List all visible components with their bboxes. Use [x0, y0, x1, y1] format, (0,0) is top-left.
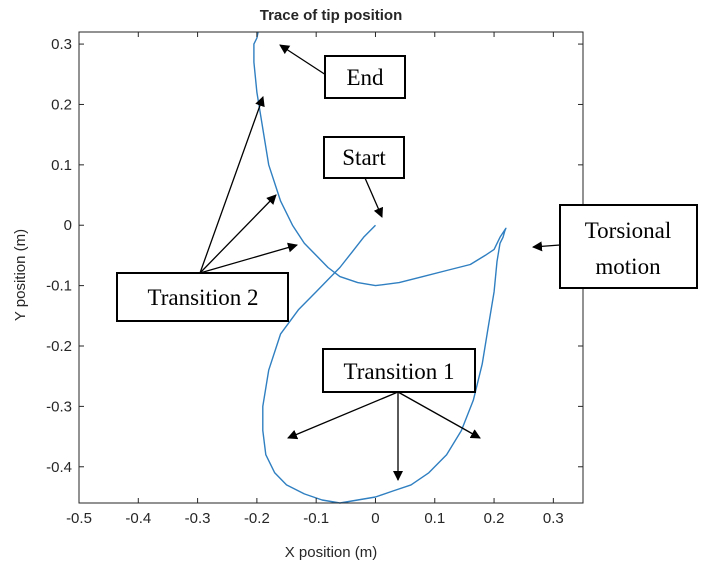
- transition2-arrow-low: [199, 242, 298, 274]
- annotation-torsional-line2: motion: [595, 254, 661, 279]
- annotation-transition1: Transition 1: [322, 348, 476, 393]
- annotation-end-text: End: [346, 65, 384, 90]
- y-tick-label: -0.4: [46, 459, 72, 476]
- annotation-torsional-line1: Torsional: [585, 218, 672, 243]
- torsional-arrow: [532, 241, 561, 252]
- annotation-start: Start: [323, 136, 405, 179]
- y-tick-label: -0.3: [46, 398, 72, 415]
- annotation-torsional: Torsional motion: [559, 204, 698, 289]
- x-tick-label: 0.2: [484, 510, 505, 527]
- y-axis-label: Y position (m): [12, 229, 29, 321]
- x-tick-label: -0.2: [244, 510, 270, 527]
- end-arrow: [279, 44, 327, 76]
- y-tick-label: 0.3: [51, 36, 72, 53]
- annotation-transition2: Transition 2: [116, 272, 289, 322]
- transition1-arrow-right: [397, 391, 481, 439]
- transition2-arrow-mid: [199, 194, 277, 274]
- y-tick-label: -0.2: [46, 338, 72, 355]
- transition1-arrow-left: [287, 391, 399, 440]
- x-tick-label: -0.1: [303, 510, 329, 527]
- transition2-arrow-top: [199, 96, 265, 274]
- x-tick-label: 0.3: [543, 510, 564, 527]
- x-tick-label: -0.3: [185, 510, 211, 527]
- x-tick-label: 0.1: [424, 510, 445, 527]
- y-tick-label: -0.1: [46, 278, 72, 295]
- plot-area: [78, 31, 584, 504]
- x-tick-label: -0.5: [66, 510, 92, 527]
- y-tick-label: 0.1: [51, 157, 72, 174]
- y-tick-label: 0: [64, 217, 72, 234]
- x-tick-label: 0: [371, 510, 379, 527]
- x-axis-ticks: -0.5 -0.4 -0.3 -0.2 -0.1 0 0.1 0.2 0.3: [66, 32, 564, 527]
- annotation-start-text: Start: [342, 145, 386, 170]
- chart-title: Trace of tip position: [260, 7, 403, 24]
- y-tick-label: 0.2: [51, 96, 72, 113]
- x-axis-label: X position (m): [285, 544, 378, 561]
- x-tick-label: -0.4: [125, 510, 151, 527]
- annotation-arrows: [199, 44, 561, 481]
- y-axis-ticks: 0.3 0.2 0.1 0 -0.1 -0.2 -0.3 -0.4: [46, 36, 583, 476]
- annotation-transition2-text: Transition 2: [148, 285, 259, 310]
- annotation-end: End: [324, 55, 406, 99]
- series-line-1: [253, 31, 507, 504]
- start-arrow: [364, 177, 383, 218]
- axes-box: [78, 31, 584, 504]
- annotation-transition1-text: Transition 1: [344, 359, 455, 384]
